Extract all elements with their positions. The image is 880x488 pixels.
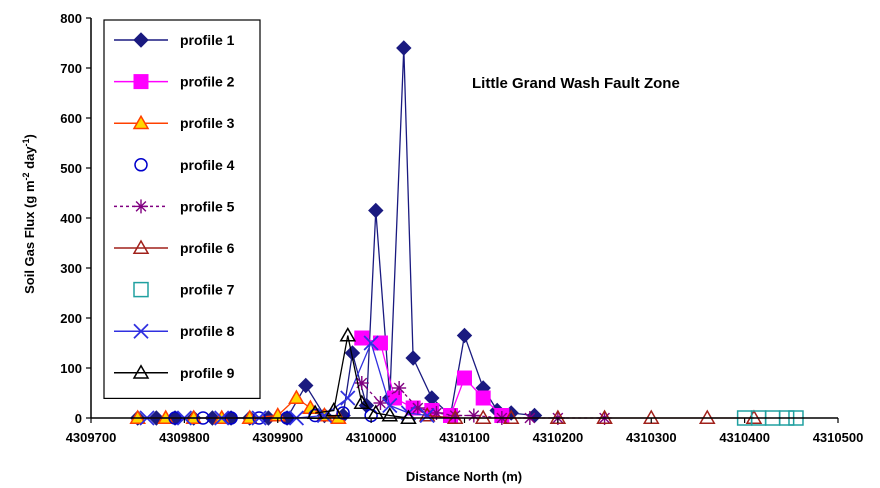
data-point xyxy=(129,409,146,424)
legend-marker xyxy=(132,239,150,254)
y-tick-label: 300 xyxy=(60,261,82,276)
legend-entry: profile 4 xyxy=(134,157,235,173)
legend-label: profile 9 xyxy=(180,365,235,381)
data-point xyxy=(340,390,356,406)
x-tick-label: 4309800 xyxy=(159,430,210,445)
data-point xyxy=(745,409,763,424)
legend-entry: profile 2 xyxy=(114,74,235,90)
legend-entry: profile 6 xyxy=(114,239,235,256)
y-axis-title-main: Soil Gas Flux (g m xyxy=(22,180,37,293)
data-point xyxy=(372,335,388,351)
data-point xyxy=(354,376,369,390)
legend-entry: profile 3 xyxy=(114,114,235,131)
data-point xyxy=(400,409,417,424)
legend-label: profile 3 xyxy=(180,115,235,131)
y-axis-title-end: ) xyxy=(22,134,37,138)
data-point xyxy=(466,408,481,423)
data-point xyxy=(381,406,399,422)
x-tick-label: 4309900 xyxy=(252,430,303,445)
data-point xyxy=(363,335,379,351)
y-tick-label: 200 xyxy=(60,311,82,326)
legend-entry: profile 5 xyxy=(114,198,235,214)
legend-marker xyxy=(133,323,149,339)
y-axis-title-sup1: -2 xyxy=(21,172,31,180)
legend-marker xyxy=(133,74,149,90)
legend-marker xyxy=(134,199,148,214)
x-tick-label: 4310100 xyxy=(439,430,490,445)
y-tick-label: 700 xyxy=(60,61,82,76)
y-tick-label: 0 xyxy=(75,411,82,426)
data-point xyxy=(339,326,357,342)
data-point xyxy=(392,381,407,395)
chart-annotation: Little Grand Wash Fault Zone xyxy=(472,75,680,92)
legend-label: profile 7 xyxy=(180,282,235,298)
data-point xyxy=(353,394,371,409)
legend-marker xyxy=(132,114,150,130)
legend-marker xyxy=(134,158,148,172)
axes-layer: 0 100 200 300 400 500 600 700 800 4309700 4309800 4… xyxy=(60,11,863,445)
data-point xyxy=(456,327,473,344)
legend-label: profile 6 xyxy=(180,240,235,256)
legend-marker xyxy=(133,281,149,298)
data-point xyxy=(354,330,370,346)
data-point xyxy=(368,202,384,219)
data-point xyxy=(642,409,660,424)
y-tick-label: 600 xyxy=(60,111,82,126)
legend-label: profile 1 xyxy=(180,32,235,48)
y-axis-title-sup2: -1 xyxy=(21,138,31,146)
x-tick-label: 4310300 xyxy=(626,430,677,445)
legend-label: profile 4 xyxy=(180,157,235,173)
legend-marker xyxy=(133,32,149,48)
legend-label: profile 5 xyxy=(180,198,235,214)
series-profile-8 xyxy=(139,335,435,426)
data-point xyxy=(446,409,464,424)
data-point xyxy=(405,350,421,366)
data-point xyxy=(288,389,305,404)
data-point xyxy=(475,390,491,406)
data-point xyxy=(419,407,435,424)
legend-label: profile 2 xyxy=(180,74,235,90)
y-tick-label: 800 xyxy=(60,11,82,26)
y-tick-label: 400 xyxy=(60,211,82,226)
legend-marker xyxy=(132,364,150,379)
data-point xyxy=(325,401,343,417)
y-tick-label: 100 xyxy=(60,361,82,376)
legend-label: profile 8 xyxy=(180,323,235,339)
x-tick-label: 4310500 xyxy=(813,430,864,445)
data-point xyxy=(457,370,472,386)
x-tick-label: 4310200 xyxy=(533,430,584,445)
data-point xyxy=(502,409,520,424)
legend: profile 1 profile 2 profile 3 profile 4 prof… xyxy=(103,19,261,399)
data-point xyxy=(549,409,567,424)
data-point xyxy=(382,397,398,414)
data-point xyxy=(336,406,350,420)
y-axis-title-mid: day xyxy=(22,146,37,173)
legend-entry: profile 9 xyxy=(114,364,235,381)
data-point xyxy=(474,409,492,424)
data-point xyxy=(596,409,613,424)
series-line xyxy=(315,335,409,419)
legend-entry: profile 8 xyxy=(114,323,235,339)
legend-box xyxy=(103,19,261,399)
data-point xyxy=(698,409,716,424)
data-point xyxy=(396,40,412,56)
series-profile-9 xyxy=(306,326,417,424)
x-axis-title: Distance North (m) xyxy=(406,469,522,484)
data-point xyxy=(298,377,314,394)
y-tick-label: 500 xyxy=(60,161,82,176)
x-tick-label: 4310400 xyxy=(719,430,770,445)
y-axis-title: Soil Gas Flux (g m-2 day-1) xyxy=(21,134,37,294)
legend-entry: profile 1 xyxy=(114,32,235,48)
x-tick-label: 4309700 xyxy=(66,430,117,445)
x-tick-label: 4310000 xyxy=(346,430,397,445)
legend-entry: profile 7 xyxy=(133,281,235,298)
